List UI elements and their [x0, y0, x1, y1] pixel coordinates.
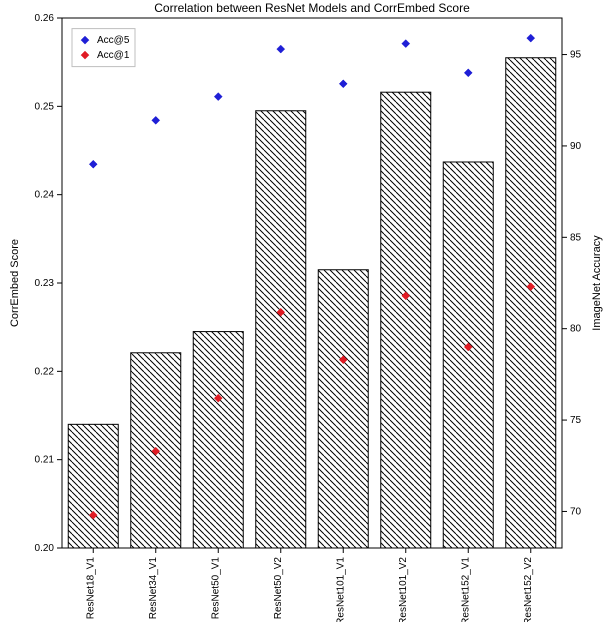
x-tick-label: ResNet34_V1	[148, 557, 159, 620]
bar	[443, 162, 493, 548]
bar	[68, 424, 118, 548]
y-left-axis-label: CorrEmbed Score	[9, 239, 21, 327]
chart-svg: 0.20 0.21 0.22 0.23 0.24 0.25 0.26 CorrEmbed Sc…	[0, 0, 616, 622]
x-tick-label: ResNet152_V2	[523, 557, 534, 622]
bar	[318, 270, 368, 548]
x-tick-label: ResNet152_V1	[460, 557, 471, 622]
bar	[506, 58, 556, 548]
bar	[381, 92, 431, 548]
y-right-tick-label: 95	[570, 50, 582, 61]
y-left-tick-label: 0.22	[35, 366, 55, 377]
y-right-axis-label: ImageNet Accuracy	[591, 235, 603, 331]
y-left-tick-label: 0.26	[35, 13, 55, 24]
x-tick-label: ResNet18_V1	[85, 557, 96, 620]
y-left-tick-label: 0.23	[35, 278, 55, 289]
y-left-tick-label: 0.25	[35, 101, 55, 112]
y-right-tick-label: 90	[570, 141, 582, 152]
legend-label: Acc@5	[97, 35, 130, 46]
chart-title: Correlation between ResNet Models and Co…	[154, 1, 470, 15]
chart-container: 0.20 0.21 0.22 0.23 0.24 0.25 0.26 CorrEmbed Sc…	[0, 0, 616, 622]
y-left-tick-label: 0.24	[35, 190, 55, 201]
bar	[256, 111, 306, 548]
legend-label: Acc@1	[97, 50, 130, 61]
x-tick-label: ResNet50_V2	[273, 557, 284, 620]
x-tick-label: ResNet101_V2	[398, 557, 409, 622]
y-right-tick-label: 70	[570, 506, 582, 517]
y-left-tick-label: 0.21	[35, 455, 55, 466]
y-right-tick-label: 75	[570, 415, 582, 426]
y-right-tick-label: 80	[570, 324, 582, 335]
x-tick-label: ResNet101_V1	[335, 557, 346, 622]
y-right-tick-label: 85	[570, 232, 582, 243]
y-left-tick-label: 0.20	[35, 543, 55, 554]
x-tick-label: ResNet50_V1	[210, 557, 221, 620]
bar	[193, 332, 243, 548]
